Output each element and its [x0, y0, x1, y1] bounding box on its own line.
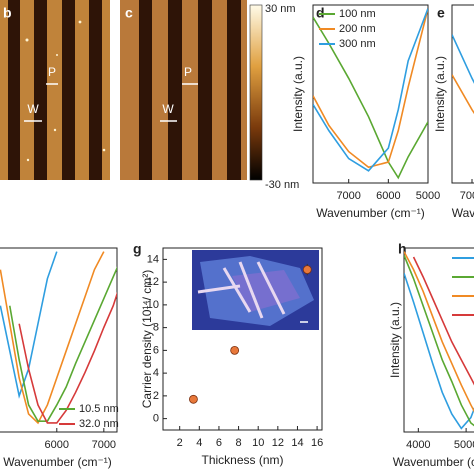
- point: [302, 265, 312, 275]
- x-tick-label: 12: [272, 437, 284, 449]
- line-series: [18, 291, 117, 424]
- x-tick-label: 7000: [460, 190, 474, 202]
- x-tick-label: 10: [252, 437, 264, 449]
- p-label: P: [48, 65, 56, 79]
- colorbar-max: 30 nm: [265, 3, 296, 15]
- y-axis-label: Intensity (a.u.): [433, 56, 447, 132]
- line-series: [452, 34, 474, 84]
- panel-label: e: [437, 5, 445, 21]
- plot-area: [452, 34, 474, 115]
- colorbar: 30 nm -30 nm: [249, 3, 299, 191]
- x-tick-label: 6000: [45, 439, 69, 451]
- x-tick-label: 4: [196, 437, 202, 449]
- x-axis-label: Wavenumber (cm⁻¹): [3, 455, 112, 469]
- x-axis-label: Wavenumber (cm⁻¹): [316, 206, 425, 220]
- legend-label: 200 nm: [339, 23, 376, 35]
- line-series: [0, 251, 58, 399]
- line-series: [452, 74, 474, 115]
- colorbar-min: -30 nm: [265, 179, 299, 191]
- panel-label: h: [398, 241, 407, 257]
- x-tick-label: 16: [311, 437, 323, 449]
- y-tick-label: 0: [153, 413, 159, 425]
- y-tick-label: 2: [153, 390, 159, 402]
- x-axis-label: Wavenumber (cm⁻¹): [393, 455, 474, 469]
- y-axis-label: Intensity (a.u.): [388, 302, 402, 378]
- plot-frame: [0, 247, 118, 433]
- x-tick-label: 2: [177, 437, 183, 449]
- line-series: [0, 251, 105, 425]
- point: [189, 394, 198, 404]
- line-series: [404, 251, 474, 413]
- plot-area: [189, 263, 312, 404]
- y-tick-label: 14: [147, 253, 159, 265]
- legend-lines-h: [452, 257, 474, 316]
- line-series: [412, 256, 474, 386]
- line-series: [404, 254, 474, 427]
- y-tick-label: 12: [147, 276, 159, 288]
- inset-image: [192, 250, 319, 330]
- w-label: W: [162, 102, 174, 116]
- y-tick-label: 10: [147, 299, 159, 311]
- plot-frame: [403, 247, 474, 433]
- panel-label: c: [125, 5, 133, 21]
- panel-label: d: [316, 5, 325, 21]
- line-series: [404, 273, 474, 430]
- legend-label: 100 nm: [339, 8, 376, 20]
- x-tick-label: 6: [216, 437, 222, 449]
- legend-label: 300 nm: [339, 38, 376, 50]
- x-tick-label: 8: [236, 437, 242, 449]
- afm-image-b: b P W: [0, 0, 110, 180]
- plot-frame: [312, 4, 429, 184]
- legend-label: 10.5 nm: [79, 403, 119, 415]
- x-tick-label: 5000: [454, 439, 474, 451]
- x-axis-label: Wavenumber (cm⁻¹): [452, 206, 474, 220]
- panel-label: g: [133, 241, 142, 257]
- x-tick-label: 14: [291, 437, 303, 449]
- line-series: [313, 8, 428, 169]
- p-label: P: [184, 65, 192, 79]
- x-tick-label: 7000: [92, 439, 116, 451]
- x-tick-label: 4000: [406, 439, 430, 451]
- x-axis-label: Thickness (nm): [201, 453, 283, 467]
- line-series: [8, 266, 117, 422]
- x-tick-label: 6000: [376, 190, 400, 202]
- y-tick-label: 4: [153, 367, 159, 379]
- plot-frame: [162, 247, 323, 431]
- plot-area: [0, 251, 117, 425]
- plot-frame: [451, 4, 474, 184]
- y-tick-label: 8: [153, 322, 159, 334]
- point: [230, 345, 240, 355]
- x-tick-label: 7000: [336, 190, 360, 202]
- afm-image-c: c P W: [120, 0, 247, 180]
- plot-area: [404, 251, 474, 430]
- plot-area: [313, 8, 428, 180]
- line-series: [313, 8, 428, 172]
- x-tick-label: 5000: [416, 190, 440, 202]
- y-axis-label: Carrier density (10¹⁴/ cm²): [140, 270, 154, 409]
- legend-label: 32.0 nm: [79, 418, 119, 430]
- line-series: [313, 16, 428, 180]
- w-label: W: [27, 102, 39, 116]
- y-axis-label: Intensity (a.u.): [291, 56, 305, 132]
- panel-label: b: [3, 5, 12, 21]
- y-tick-label: 6: [153, 344, 159, 356]
